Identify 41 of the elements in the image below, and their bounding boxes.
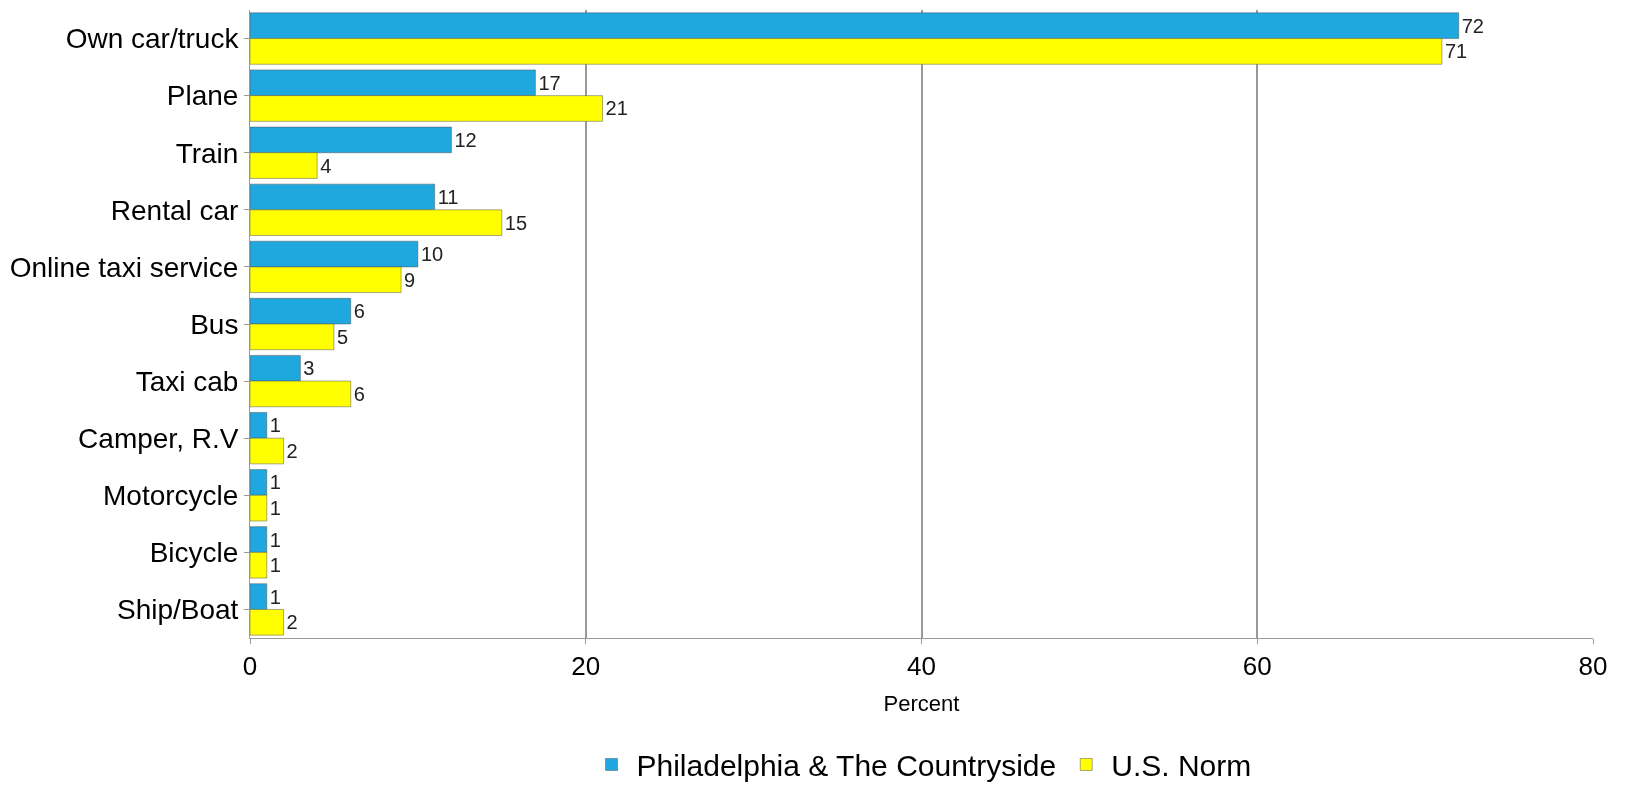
data-label: 72	[1461, 14, 1484, 37]
y-tick-label: Plane	[166, 80, 239, 112]
data-label: 11	[437, 185, 459, 208]
data-label: 2	[286, 440, 298, 463]
data-label: 17	[538, 71, 561, 94]
data-label: 21	[605, 97, 628, 120]
data-label: 10	[420, 243, 444, 266]
data-label: 2	[286, 611, 298, 634]
legend-label: U.S. Norm	[1111, 749, 1252, 783]
data-label: 15	[504, 211, 528, 234]
data-label: 1	[269, 554, 281, 577]
data-label: 1	[269, 528, 281, 551]
x-tick-label: 80	[1578, 651, 1608, 682]
x-tick-label: 60	[1242, 651, 1272, 682]
x-tick-label: 20	[571, 651, 601, 682]
data-label: 5	[336, 325, 349, 348]
data-label: 1	[269, 414, 281, 437]
x-tick-label: 40	[907, 651, 936, 682]
y-tick-label: Train	[175, 137, 239, 169]
y-tick-label: Ship/Boat	[116, 594, 239, 626]
data-label: 9	[404, 268, 416, 291]
y-tick-label: Online taxi service	[9, 251, 239, 283]
x-axis-title: Percent	[883, 691, 960, 717]
x-tick-label: 0	[242, 651, 258, 682]
y-tick-label: Rental car	[110, 194, 239, 226]
y-tick-label: Own car/truck	[65, 23, 240, 55]
data-label: 4	[320, 154, 332, 177]
y-tick-label: Taxi cab	[135, 365, 239, 397]
data-label: 6	[353, 382, 365, 405]
y-tick-label: Bicycle	[149, 537, 239, 569]
data-label: 12	[454, 128, 477, 151]
data-label: 6	[353, 300, 365, 323]
data-label: 71	[1444, 40, 1468, 63]
data-label: 1	[269, 471, 281, 494]
data-label: 3	[303, 357, 315, 380]
data-label: 1	[269, 497, 281, 520]
y-tick-label: Bus	[190, 308, 239, 340]
y-tick-label: Motorcycle	[103, 480, 239, 512]
data-label: 1	[269, 585, 281, 608]
y-tick-label: Camper, R.V	[78, 422, 239, 454]
legend-label: Philadelphia & The Countryside	[636, 749, 1057, 783]
